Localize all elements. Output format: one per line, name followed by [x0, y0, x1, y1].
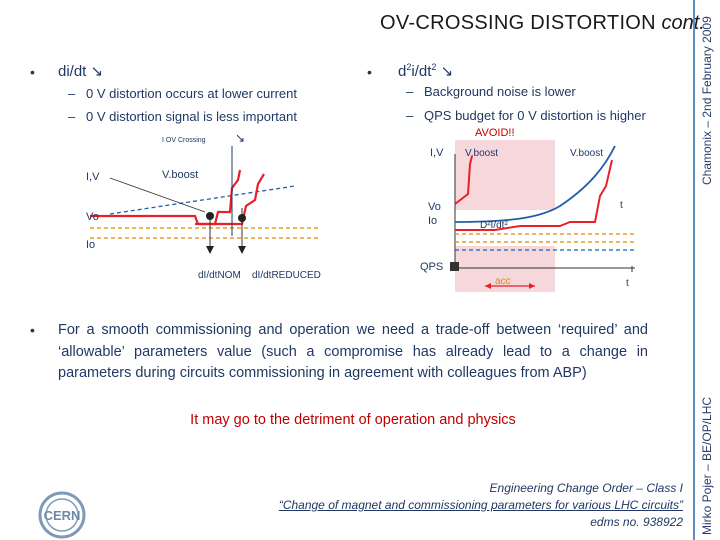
bullet-dot: •	[367, 64, 372, 80]
sidebar-author: Mirko Pojer – BE/OP/LHC	[697, 330, 717, 540]
iv-label: I,V	[430, 147, 444, 159]
diagram-didt: I OV Crossing ↘ I,V V.boost Vo Io dI/dtN…	[86, 131, 321, 281]
eco-line-1: Engineering Change Order – Class I	[489, 481, 683, 495]
arrow-down-right-icon: ↘	[90, 63, 104, 80]
didt-reduced-label: dI/dtREDUCED	[252, 270, 321, 281]
title-main: OV-CROSSING DISTORTION	[380, 12, 656, 34]
iv-label: I,V	[86, 171, 100, 183]
slide-title: OV-CROSSING DISTORTION cont.	[380, 12, 705, 35]
acc-label: acc	[495, 276, 511, 287]
eco-line-3: edms no. 938922	[590, 515, 683, 529]
current-ramp	[454, 145, 616, 223]
ov-crossing-label: I OV Crossing	[162, 137, 206, 144]
bullet-dot: •	[30, 64, 35, 80]
voltage-curve-reduced	[195, 173, 265, 226]
cern-logo-text: CERN	[44, 508, 81, 523]
acc-zone	[455, 246, 555, 292]
left-heading: di/dt ↘	[58, 63, 104, 80]
nom-point	[206, 212, 214, 220]
right-item-1: – Background noise is lower	[406, 84, 576, 99]
left-item-1: –0 V distortion occurs at lower current	[68, 86, 297, 101]
didt-nom-label: dI/dtNOM	[198, 270, 241, 281]
io-label: Io	[428, 215, 437, 227]
d2idt2-label: D²I/dt²	[480, 220, 508, 231]
diagram-d2idt2: AVOID!! I,V V.boost V.boost Vo Io D²I/dt…	[420, 127, 635, 292]
t-label-1: t	[620, 200, 623, 211]
vo-label: Vo	[86, 211, 99, 223]
right-heading: d2i/dt2 ↘	[398, 62, 454, 80]
vboost-curve-1	[454, 155, 473, 205]
voltage-curve-nom	[90, 169, 242, 226]
io-label: Io	[86, 239, 95, 251]
arrow-down-right-icon: ↘	[440, 63, 454, 80]
t-label-2: t	[626, 278, 629, 289]
qps-marker	[450, 262, 459, 271]
eco-line-2: “Change of magnet and commissioning para…	[278, 498, 683, 512]
vboost-pointer	[109, 177, 206, 213]
avoid-label: AVOID!!	[475, 127, 515, 139]
acc-arrow-right-icon	[529, 283, 535, 289]
sidebar-divider	[693, 0, 695, 540]
ramp-dashed-line	[109, 185, 296, 215]
sidebar-date: Chamonix – 2nd February 2009	[697, 0, 717, 200]
warning-text: It may go to the detriment of operation …	[190, 412, 516, 428]
acc-arrow-left-icon	[485, 283, 491, 289]
sidebar-date-text: Chamonix – 2nd February 2009	[700, 16, 714, 185]
reduced-point	[238, 214, 246, 222]
left-item-2: –0 V distortion signal is less important	[68, 109, 297, 124]
vboost-curve-2	[455, 159, 613, 231]
reduced-arrow-icon	[238, 246, 246, 254]
vo-label: Vo	[428, 201, 441, 213]
vboost-label-2: V.boost	[570, 148, 603, 159]
avoid-zone	[455, 140, 555, 210]
vboost-label: V.boost	[162, 169, 198, 181]
eco-reference: Engineering Change Order – Class I “Chan…	[279, 480, 683, 531]
arrow-down-right-icon: ↘	[235, 131, 245, 145]
sidebar-author-text: Mirko Pojer – BE/OP/LHC	[700, 396, 714, 535]
tradeoff-paragraph: For a smooth commissioning and operation…	[58, 322, 648, 381]
bullet-dot: •	[30, 322, 35, 338]
nom-arrow-icon	[206, 246, 214, 254]
cern-logo-icon: CERN	[38, 491, 86, 539]
vboost-label-1: V.boost	[465, 148, 498, 159]
right-item-2: – QPS budget for 0 V distortion is higher	[406, 108, 646, 123]
qps-label: QPS	[420, 261, 443, 273]
